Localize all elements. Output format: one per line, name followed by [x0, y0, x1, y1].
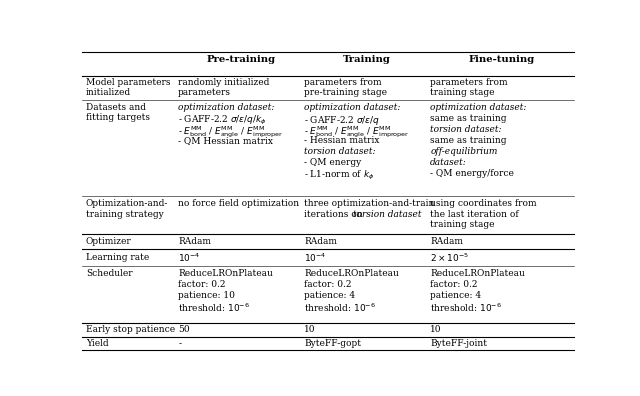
Text: threshold: $10^{-6}$: threshold: $10^{-6}$ [430, 301, 502, 314]
Text: factor: 0.2: factor: 0.2 [178, 280, 226, 289]
Text: ByteFF-gopt: ByteFF-gopt [304, 339, 361, 348]
Text: - $E_\mathrm{bond}^\mathrm{MM}$ / $E_\mathrm{angle}^\mathrm{MM}$ / $E_\mathrm{im: - $E_\mathrm{bond}^\mathrm{MM}$ / $E_\ma… [178, 125, 284, 141]
Text: Yield: Yield [86, 339, 109, 348]
Text: ReduceLROnPlateau: ReduceLROnPlateau [430, 268, 525, 278]
Text: - $E_\mathrm{bond}^\mathrm{MM}$ / $E_\mathrm{angle}^\mathrm{MM}$ / $E_\mathrm{im: - $E_\mathrm{bond}^\mathrm{MM}$ / $E_\ma… [304, 125, 410, 141]
Text: optimization dataset:: optimization dataset: [304, 103, 401, 112]
Text: 10: 10 [304, 325, 316, 334]
Text: RAdam: RAdam [430, 237, 463, 246]
Text: torsion dataset:: torsion dataset: [304, 147, 376, 156]
Text: threshold: $10^{-6}$: threshold: $10^{-6}$ [178, 301, 250, 314]
Text: Training: Training [343, 55, 391, 63]
Text: RAdam: RAdam [178, 237, 211, 246]
Text: factor: 0.2: factor: 0.2 [304, 280, 352, 289]
Text: $10^{-4}$: $10^{-4}$ [304, 251, 326, 264]
Text: 50: 50 [178, 325, 190, 334]
Text: parameters from
pre-training stage: parameters from pre-training stage [304, 78, 387, 97]
Text: patience: 4: patience: 4 [430, 291, 481, 299]
Text: Fine-tuning: Fine-tuning [468, 55, 535, 63]
Text: - GAFF-2.2 $\sigma/\epsilon/q/k_\phi$: - GAFF-2.2 $\sigma/\epsilon/q/k_\phi$ [178, 114, 267, 127]
Text: patience: 4: patience: 4 [304, 291, 355, 299]
Text: Pre-training: Pre-training [207, 55, 276, 63]
Text: using coordinates from
the last iteration of
training stage: using coordinates from the last iteratio… [430, 199, 537, 229]
Text: same as training: same as training [430, 114, 507, 123]
Text: Early stop patience: Early stop patience [86, 325, 175, 334]
Text: threshold: $10^{-6}$: threshold: $10^{-6}$ [304, 301, 376, 314]
Text: iterations on: iterations on [304, 210, 365, 219]
Text: ReduceLROnPlateau: ReduceLROnPlateau [304, 268, 399, 278]
Text: torsion dataset:: torsion dataset: [430, 125, 502, 134]
Text: Learning rate: Learning rate [86, 253, 149, 262]
Text: - QM energy/force: - QM energy/force [430, 169, 514, 178]
Text: off-equilibrium: off-equilibrium [430, 147, 497, 156]
Text: - QM Hessian matrix: - QM Hessian matrix [178, 136, 273, 145]
Text: Scheduler: Scheduler [86, 268, 132, 278]
Text: - GAFF-2.2 $\sigma/\epsilon/q$: - GAFF-2.2 $\sigma/\epsilon/q$ [304, 114, 380, 127]
Text: - L1-norm of $k_\phi$: - L1-norm of $k_\phi$ [304, 169, 374, 182]
Text: patience: 10: patience: 10 [178, 291, 235, 299]
Text: torsion dataset: torsion dataset [353, 210, 421, 219]
Text: dataset:: dataset: [430, 158, 467, 167]
Text: parameters from
training stage: parameters from training stage [430, 78, 508, 97]
Text: no force field optimization: no force field optimization [178, 199, 300, 208]
Text: - QM energy: - QM energy [304, 158, 362, 167]
Text: optimization dataset:: optimization dataset: [430, 103, 527, 112]
Text: Datasets and
fitting targets: Datasets and fitting targets [86, 103, 150, 122]
Text: RAdam: RAdam [304, 237, 337, 246]
Text: three optimization-and-train: three optimization-and-train [304, 199, 435, 208]
Text: $10^{-4}$: $10^{-4}$ [178, 251, 201, 264]
Text: ByteFF-joint: ByteFF-joint [430, 339, 487, 348]
Text: same as training: same as training [430, 136, 507, 145]
Text: Model parameters
initialized: Model parameters initialized [86, 78, 170, 97]
Text: optimization dataset:: optimization dataset: [178, 103, 275, 112]
Text: ReduceLROnPlateau: ReduceLROnPlateau [178, 268, 273, 278]
Text: - Hessian matrix: - Hessian matrix [304, 136, 380, 145]
Text: -: - [178, 339, 181, 348]
Text: Optimizer: Optimizer [86, 237, 132, 246]
Text: randomly initialized
parameters: randomly initialized parameters [178, 78, 269, 97]
Text: $2 \times 10^{-5}$: $2 \times 10^{-5}$ [430, 251, 469, 264]
Text: factor: 0.2: factor: 0.2 [430, 280, 477, 289]
Text: 10: 10 [430, 325, 442, 334]
Text: Optimization-and-
training strategy: Optimization-and- training strategy [86, 199, 168, 219]
